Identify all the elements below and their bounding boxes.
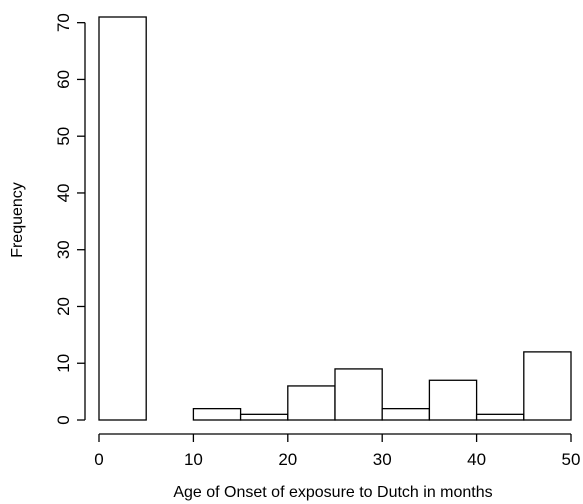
histogram-bar <box>523 351 572 421</box>
x-tick-label: 10 <box>184 450 203 469</box>
y-tick-label: 30 <box>54 240 73 259</box>
histogram-bar <box>428 379 478 421</box>
bars-layer <box>98 16 572 421</box>
histogram-bar <box>287 385 336 421</box>
histogram-bar <box>381 407 431 421</box>
x-tick-label: 40 <box>467 450 486 469</box>
y-tick-label: 0 <box>54 415 73 424</box>
x-axis: 0 10 20 30 40 50 <box>94 433 580 469</box>
histogram-bar <box>98 16 147 421</box>
histogram-bar <box>475 413 525 421</box>
x-tick-label: 30 <box>373 450 392 469</box>
histogram-bar <box>334 368 383 421</box>
y-tick-label: 10 <box>54 354 73 373</box>
x-tick-label: 50 <box>562 450 581 469</box>
y-tick-label: 50 <box>54 127 73 146</box>
x-tick-label: 20 <box>278 450 297 469</box>
y-tick-label: 40 <box>54 183 73 202</box>
x-tick-label: 0 <box>94 450 103 469</box>
y-tick-label: 70 <box>54 13 73 32</box>
histogram-bar <box>192 407 242 421</box>
y-axis: 0 10 20 30 40 50 60 70 <box>54 13 86 425</box>
x-ticks: 0 10 20 30 40 50 <box>94 434 580 469</box>
y-tick-label: 60 <box>54 70 73 89</box>
y-ticks: 0 10 20 30 40 50 60 70 <box>54 13 85 425</box>
y-tick-label: 20 <box>54 297 73 316</box>
histogram-bar <box>239 413 289 421</box>
y-axis-title: Frequency <box>9 182 26 258</box>
x-axis-title: Age of Onset of exposure to Dutch in mon… <box>173 484 492 501</box>
